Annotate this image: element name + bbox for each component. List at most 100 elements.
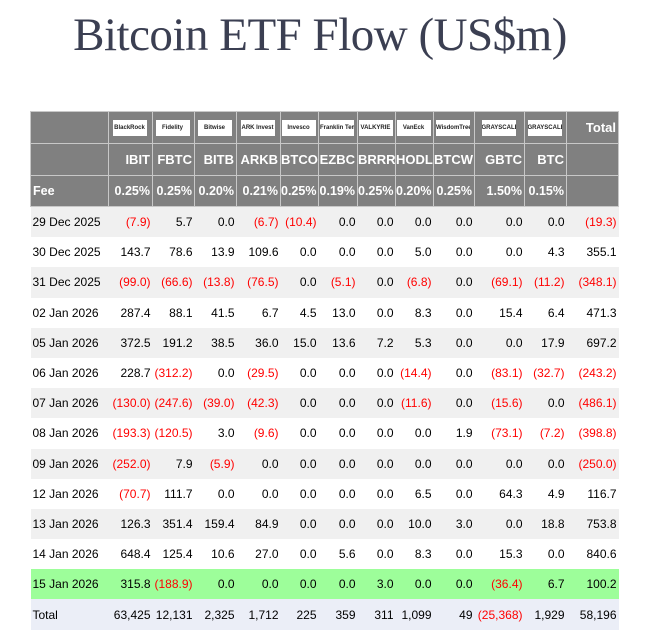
flow-cell: 0.0 xyxy=(236,448,281,479)
flow-cell: (15.6) xyxy=(474,388,525,419)
row-total-cell: 753.8 xyxy=(566,508,619,540)
flow-cell: 13.9 xyxy=(194,237,237,268)
flow-cell: 0.0 xyxy=(357,539,396,570)
flow-cell: (70.7) xyxy=(108,478,153,509)
flow-cell: 0.0 xyxy=(433,206,475,238)
ticker-header: GBTC xyxy=(474,143,525,176)
flow-cell: 0.0 xyxy=(433,448,475,479)
flow-cell: 36.0 xyxy=(236,327,281,358)
flow-cell: (69.1) xyxy=(474,267,525,298)
flow-cell: (312.2) xyxy=(152,357,195,389)
fee-label: Fee xyxy=(30,175,109,207)
issuer-logo-cell: Franklin Templeton xyxy=(318,111,358,144)
flow-cell: (252.0) xyxy=(108,448,153,479)
fee-row: Fee 0.25% 0.25% 0.20% 0.21% 0.25% 0.19% 0.25% 0.… xyxy=(30,175,619,207)
issuer-logo: Invesco xyxy=(281,119,316,136)
flow-cell: (7.2) xyxy=(524,418,567,449)
issuer-logo: Fidelity xyxy=(155,119,190,136)
etf-flow-table: BlackRock Fidelity Bitwise ARK Invest Invesc… xyxy=(30,111,619,630)
date-cell: 06 Jan 2026 xyxy=(30,357,109,389)
flow-cell: 0.0 xyxy=(433,237,475,268)
fee-cell: 1.50% xyxy=(474,175,525,207)
flow-cell: 15.0 xyxy=(280,327,319,358)
table-row: 07 Jan 2026 (130.0) (247.6) (39.0) (42.3) 0.0… xyxy=(30,388,619,419)
issuer-logo-cell: ARK Invest xyxy=(236,111,281,144)
flow-cell: 0.0 xyxy=(357,297,396,328)
row-total-cell: 697.2 xyxy=(566,327,619,358)
flow-cell: 5.0 xyxy=(395,237,434,268)
flow-cell: 287.4 xyxy=(108,297,153,328)
flow-cell: 0.0 xyxy=(357,508,396,540)
flow-cell: 0.0 xyxy=(433,478,475,509)
row-total-cell: (250.0) xyxy=(566,448,619,479)
flow-cell: 0.0 xyxy=(280,478,319,509)
flow-cell: (11.6) xyxy=(395,388,434,419)
flow-cell: 0.0 xyxy=(280,448,319,479)
flow-cell: 10.6 xyxy=(194,539,237,570)
flow-cell: 359 xyxy=(318,599,358,630)
flow-cell: 0.0 xyxy=(474,448,525,479)
flow-cell: 78.6 xyxy=(152,237,195,268)
flow-cell: 0.0 xyxy=(194,357,237,389)
fee-cell: 0.25% xyxy=(433,175,475,207)
flow-cell: (14.4) xyxy=(395,357,434,389)
flow-cell: 0.0 xyxy=(395,418,434,449)
flow-cell: 372.5 xyxy=(108,327,153,358)
ticker-header: IBIT xyxy=(108,143,153,176)
flow-cell: 125.4 xyxy=(152,539,195,570)
flow-cell: (120.5) xyxy=(152,418,195,449)
flow-cell: 7.2 xyxy=(357,327,396,358)
table-row: 02 Jan 2026 287.4 88.1 41.5 6.7 4.5 13.0 0.0 8.3… xyxy=(30,297,619,328)
row-total-cell: 471.3 xyxy=(566,297,619,328)
flow-cell: (36.4) xyxy=(474,569,525,600)
flow-cell: (99.0) xyxy=(108,267,153,298)
flow-cell: 5.7 xyxy=(152,206,195,238)
row-total-cell: 355.1 xyxy=(566,237,619,268)
issuer-logo: ARK Invest xyxy=(240,119,275,136)
issuer-logo-cell: GRAYSCALE xyxy=(474,111,525,144)
flow-cell: 4.3 xyxy=(524,237,567,268)
flow-cell: 0.0 xyxy=(395,569,434,600)
row-total-cell: (19.3) xyxy=(566,206,619,238)
flow-cell: (39.0) xyxy=(194,388,237,419)
flow-cell: 63,425 xyxy=(108,599,153,630)
flow-cell: (76.5) xyxy=(236,267,281,298)
flow-cell: (9.6) xyxy=(236,418,281,449)
flow-cell: 0.0 xyxy=(357,206,396,238)
flow-cell: 0.0 xyxy=(318,206,358,238)
row-total-cell: 840.6 xyxy=(566,539,619,570)
flow-cell: 111.7 xyxy=(152,478,195,509)
flow-cell: 88.1 xyxy=(152,297,195,328)
flow-cell: 0.0 xyxy=(236,569,281,600)
flow-cell: 0.0 xyxy=(474,237,525,268)
flow-cell: 0.0 xyxy=(395,448,434,479)
date-cell: 09 Jan 2026 xyxy=(30,448,109,479)
flow-cell: 0.0 xyxy=(357,418,396,449)
flow-cell: 191.2 xyxy=(152,327,195,358)
date-cell: 02 Jan 2026 xyxy=(30,297,109,328)
ticker-header: HODL xyxy=(395,143,434,176)
flow-cell: 0.0 xyxy=(280,418,319,449)
flow-cell: 126.3 xyxy=(108,508,153,540)
flow-cell: (11.2) xyxy=(524,267,567,298)
flow-cell: 0.0 xyxy=(318,448,358,479)
flow-cell: (10.4) xyxy=(280,206,319,238)
flow-cell: 0.0 xyxy=(524,388,567,419)
flow-cell: 0.0 xyxy=(433,327,475,358)
flow-cell: 228.7 xyxy=(108,357,153,389)
flow-cell: 27.0 xyxy=(236,539,281,570)
row-total-cell: (243.2) xyxy=(566,357,619,389)
flow-cell: 0.0 xyxy=(433,388,475,419)
flow-cell: 0.0 xyxy=(280,388,319,419)
flow-cell: 0.0 xyxy=(280,508,319,540)
date-cell: 12 Jan 2026 xyxy=(30,478,109,509)
issuer-logo: VALKYRIE xyxy=(358,119,393,136)
issuer-logo: Bitwise xyxy=(197,119,232,136)
date-cell: 30 Dec 2025 xyxy=(30,237,109,268)
flow-cell: 1,712 xyxy=(236,599,281,630)
flow-cell: 109.6 xyxy=(236,237,281,268)
issuer-logo: Franklin Templeton xyxy=(320,119,354,136)
flow-cell: 3.0 xyxy=(357,569,396,600)
flow-cell: 49 xyxy=(433,599,475,630)
fee-cell: 0.25% xyxy=(152,175,195,207)
